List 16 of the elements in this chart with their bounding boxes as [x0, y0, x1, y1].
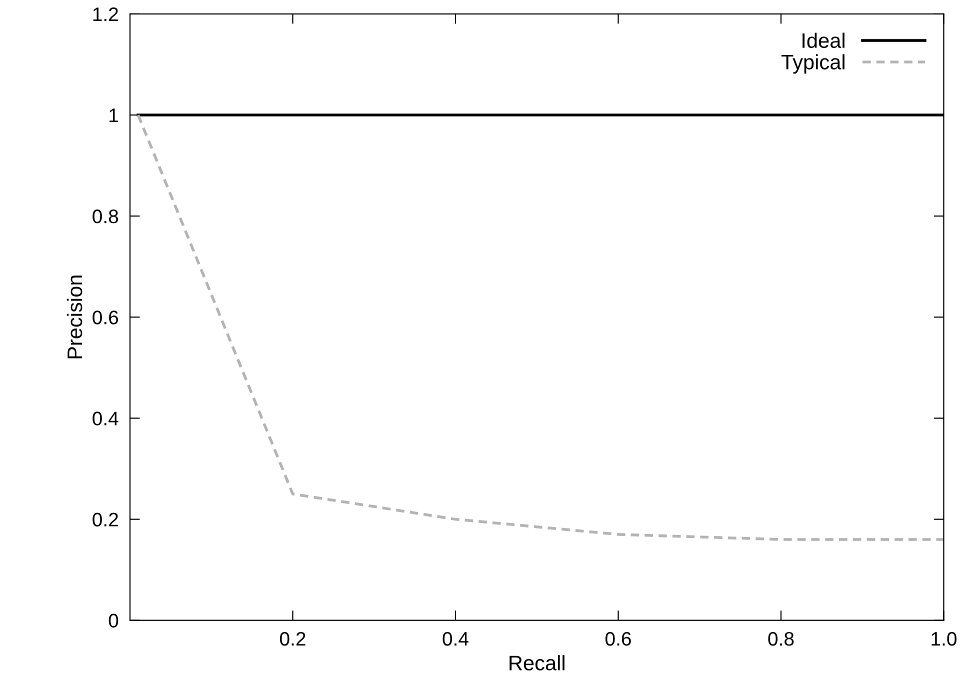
legend-label: Ideal: [802, 32, 844, 48]
y-tick-label: 0.4: [92, 412, 118, 426]
y-tick-label: 0.6: [92, 310, 118, 324]
y-tick-label: 0: [108, 614, 118, 628]
x-tick-label: 0.4: [442, 632, 468, 646]
x-tick-label: 1.0: [932, 632, 956, 646]
x-tick-label: 0.2: [280, 632, 306, 646]
y-axis-title: Precision: [66, 276, 82, 358]
x-axis-title: Recall: [510, 655, 564, 670]
y-tick-label: 0.2: [92, 512, 118, 526]
x-tick-label: 0.6: [605, 632, 631, 646]
y-tick-label: 0.8: [92, 210, 118, 224]
legend-label: Typical: [781, 54, 844, 74]
y-tick-label: 1.2: [93, 7, 118, 21]
x-tick-label: 0.8: [768, 632, 794, 646]
y-tick-label: 1: [110, 108, 118, 122]
